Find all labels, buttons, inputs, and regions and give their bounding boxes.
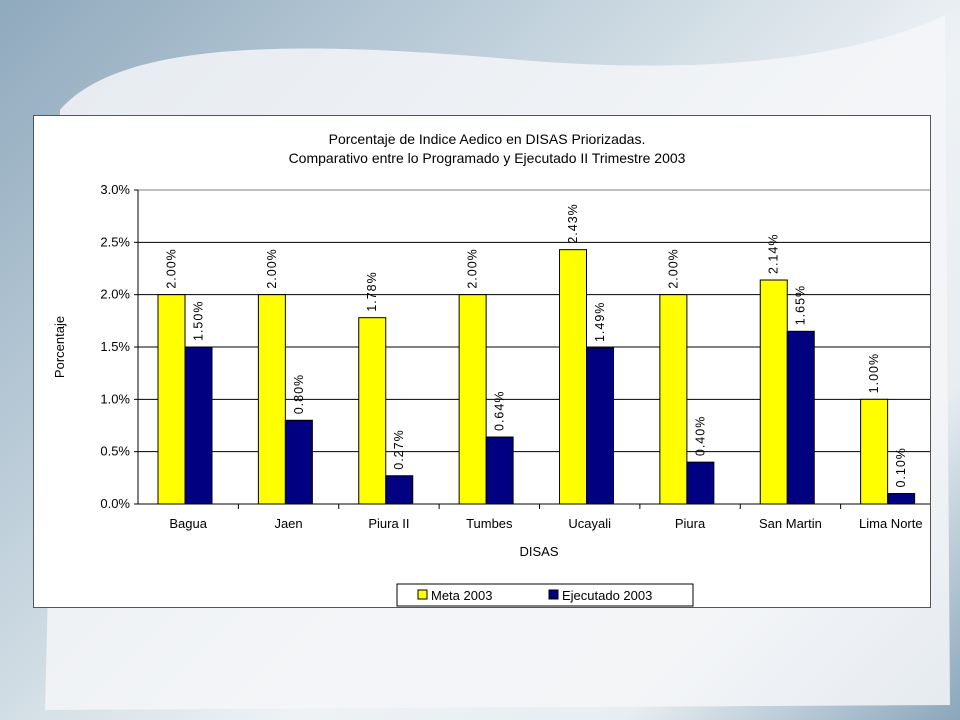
x-tick-label: Jaen [274, 516, 302, 531]
bar-ejecutado [184, 346, 213, 505]
bar-ejecutado [284, 419, 313, 505]
data-label: 2.00% [666, 248, 680, 288]
bar-meta [559, 249, 587, 505]
bar-meta [458, 294, 487, 505]
bar-ejecutado [586, 347, 614, 505]
data-label: 0.27% [392, 429, 406, 469]
chart-area: Porcentaje de Indice Aedico en DISAS Pri… [33, 115, 931, 608]
legend-swatch-meta [417, 589, 428, 600]
legend-label-meta: Meta 2003 [431, 588, 492, 603]
y-tick-label: 0.0% [100, 496, 130, 511]
y-tick-label: 0.5% [100, 444, 130, 459]
data-label: 0.10% [894, 447, 908, 487]
data-label: 1.78% [365, 271, 379, 311]
x-tick-label: San Martin [759, 516, 822, 531]
legend: Meta 2003 Ejecutado 2003 [396, 583, 694, 607]
bars [157, 249, 916, 505]
x-tick-label: Tumbes [466, 516, 513, 531]
bar-ejecutado [786, 330, 815, 505]
data-label: 1.50% [192, 301, 206, 341]
legend-box [396, 583, 694, 607]
legend-label-ejecutado: Ejecutado 2003 [562, 588, 652, 603]
y-tick-label: 1.5% [100, 339, 130, 354]
data-label: 0.64% [493, 391, 507, 431]
x-tick-label: Lima Norte [859, 516, 923, 531]
data-label: 0.80% [292, 374, 306, 414]
bar-meta [860, 398, 889, 505]
bar-meta [759, 279, 788, 505]
bar-chart: Porcentaje de Indice Aedico en DISAS Pri… [52, 131, 930, 607]
y-tick-label: 2.5% [100, 234, 130, 249]
data-label: 0.40% [693, 416, 707, 456]
bar-ejecutado [686, 461, 715, 505]
x-axis-label: DISAS [519, 544, 558, 559]
x-tick-label: Piura II [368, 516, 409, 531]
bar-ejecutado [485, 436, 514, 505]
data-label: 2.14% [767, 234, 781, 274]
data-label: 1.65% [794, 285, 808, 325]
x-axis-categories: Bagua Jaen Piura II Tumbes Ucayali Piura San M… [169, 504, 923, 531]
legend-swatch-ejecutado [548, 589, 559, 600]
data-label: 2.00% [466, 248, 480, 288]
data-label: 2.00% [265, 248, 279, 288]
y-tick-label: 3.0% [100, 182, 130, 197]
bar-ejecutado [887, 493, 916, 505]
x-tick-label: Bagua [169, 516, 207, 531]
x-tick-label: Piura [675, 516, 706, 531]
bar-meta [659, 294, 688, 505]
y-tick-label: 1.0% [100, 391, 130, 406]
data-labels: 2.00% 1.50% 2.00% 0.80% 1.78% 0.27% 2.00% 0.64%… [165, 203, 909, 487]
data-label: 1.00% [867, 353, 881, 393]
y-axis-label: Porcentaje [52, 316, 67, 378]
y-tick-label: 2.0% [100, 287, 130, 302]
x-tick-label: Ucayali [568, 516, 611, 531]
bar-ejecutado [385, 475, 414, 505]
y-axis-ticks: 0.0% 0.5% 1.0% 1.5% 2.0% 2.5% 3.0% [100, 182, 138, 511]
chart-subtitle: Comparativo entre lo Programado y Ejecut… [289, 150, 686, 166]
chart-title: Porcentaje de Indice Aedico en DISAS Pri… [329, 131, 646, 147]
data-label: 2.00% [165, 248, 179, 288]
bar-meta [157, 294, 186, 505]
data-label: 2.43% [566, 203, 580, 243]
bar-meta [358, 317, 387, 505]
data-label: 1.49% [593, 302, 607, 342]
bar-meta [257, 294, 286, 505]
